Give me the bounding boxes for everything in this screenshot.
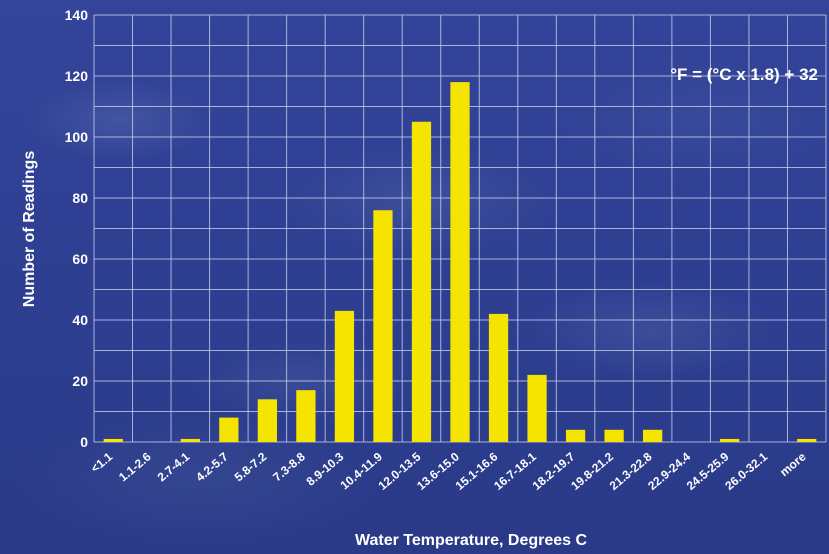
bar: [488, 313, 509, 442]
y-tick-label: 120: [65, 68, 89, 84]
y-tick-labels: 0 20 40 60 80 100 120 140: [65, 7, 89, 450]
y-axis-title: Number of Readings: [21, 151, 38, 308]
bar: [797, 438, 817, 442]
x-tick-label: 26.0-32.1: [722, 449, 770, 493]
bar: [643, 429, 663, 442]
bar: [219, 417, 239, 442]
y-tick-label: 40: [72, 312, 88, 328]
bar: [373, 210, 393, 442]
bar: [565, 429, 586, 442]
x-tick-label: 4.2-5.7: [193, 449, 231, 484]
bar: [257, 399, 277, 442]
bar: [334, 310, 355, 442]
x-tick-label: 1.1-2.6: [116, 449, 154, 484]
y-tick-label: 0: [80, 434, 88, 450]
bar: [180, 438, 200, 442]
y-tick-label: 100: [65, 129, 89, 145]
x-tick-label: 2.7-4.1: [155, 449, 193, 484]
bar: [720, 438, 740, 442]
x-tick-label: 5.8-7.2: [232, 449, 270, 484]
bar: [411, 121, 432, 442]
bar: [604, 429, 624, 442]
conversion-formula: °F = (°C x 1.8) + 32: [670, 65, 818, 84]
bar: [527, 374, 547, 442]
y-tick-label: 20: [72, 373, 88, 389]
bar: [296, 390, 316, 442]
y-tick-label: 140: [65, 7, 89, 23]
x-tick-label: 7.3-8.8: [270, 449, 308, 484]
x-tick-labels: <1.1 1.1-2.6 2.7-4.1 4.2-5.7 5.8-7.2 7.3-8.88…: [88, 449, 809, 493]
bar: [103, 438, 123, 442]
x-axis-title: Water Temperature, Degrees C: [355, 532, 588, 549]
bar: [450, 82, 470, 442]
x-tick-label: more: [777, 449, 809, 479]
y-tick-label: 80: [72, 190, 88, 206]
bars: [103, 82, 817, 442]
x-tick-label: <1.1: [88, 449, 115, 475]
y-tick-label: 60: [72, 251, 88, 267]
